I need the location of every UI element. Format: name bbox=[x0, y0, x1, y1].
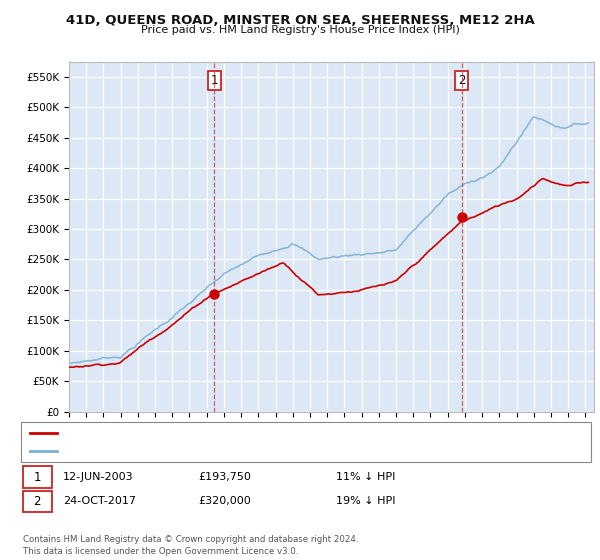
Text: Contains HM Land Registry data © Crown copyright and database right 2024.
This d: Contains HM Land Registry data © Crown c… bbox=[23, 535, 358, 556]
Text: 1: 1 bbox=[211, 74, 218, 87]
Text: 19% ↓ HPI: 19% ↓ HPI bbox=[336, 496, 395, 506]
Text: 2: 2 bbox=[458, 74, 466, 87]
Text: 41D, QUEENS ROAD, MINSTER ON SEA, SHEERNESS, ME12 2HA: 41D, QUEENS ROAD, MINSTER ON SEA, SHEERN… bbox=[65, 14, 535, 27]
Text: 2: 2 bbox=[34, 494, 41, 508]
Text: £320,000: £320,000 bbox=[198, 496, 251, 506]
Text: 12-JUN-2003: 12-JUN-2003 bbox=[63, 472, 134, 482]
Text: £193,750: £193,750 bbox=[198, 472, 251, 482]
Text: 41D, QUEENS ROAD, MINSTER ON SEA, SHEERNESS, ME12 2HA (detached house): 41D, QUEENS ROAD, MINSTER ON SEA, SHEERN… bbox=[62, 428, 475, 438]
Text: 24-OCT-2017: 24-OCT-2017 bbox=[63, 496, 136, 506]
Text: HPI: Average price, detached house, Swale: HPI: Average price, detached house, Swal… bbox=[62, 446, 278, 456]
Text: 1: 1 bbox=[34, 470, 41, 484]
Text: 11% ↓ HPI: 11% ↓ HPI bbox=[336, 472, 395, 482]
Text: Price paid vs. HM Land Registry's House Price Index (HPI): Price paid vs. HM Land Registry's House … bbox=[140, 25, 460, 35]
